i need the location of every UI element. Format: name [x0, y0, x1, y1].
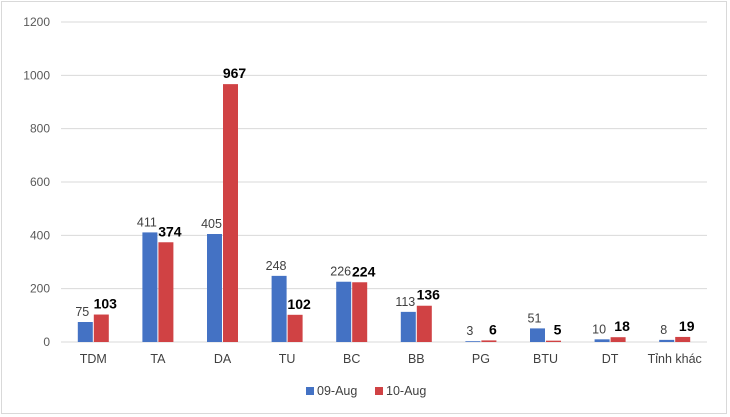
bar-09-Aug-Tỉnh khác: [659, 339, 675, 342]
x-category-label: Tỉnh khác: [648, 352, 702, 366]
legend-label: 09-Aug: [317, 384, 357, 398]
data-label: 5: [554, 322, 562, 338]
data-label: 18: [614, 318, 630, 334]
x-axis-categories: TDM TA DA TU BC BB PG BTU DT Tỉnh khác: [80, 352, 702, 366]
y-tick-label: 1200: [23, 15, 50, 29]
bar-09-Aug-BC: [336, 281, 352, 342]
data-label: 374: [158, 223, 182, 239]
data-label: 3: [466, 324, 473, 338]
bars: [77, 84, 691, 342]
bar-09-Aug-DT: [594, 339, 610, 342]
bar-09-Aug-TA: [142, 232, 158, 342]
bar-10-Aug-BC: [352, 282, 368, 342]
x-category-label: TA: [150, 352, 166, 366]
x-category-label: BTU: [533, 352, 558, 366]
data-label: 103: [94, 296, 118, 312]
x-category-label: BB: [408, 352, 425, 366]
gridlines: [61, 21, 707, 343]
data-label: 51: [528, 311, 542, 325]
bar-09-Aug-PG: [465, 341, 481, 342]
bar-10-Aug-DT: [610, 337, 626, 342]
y-tick-label: 600: [30, 175, 50, 189]
data-label: 19: [679, 318, 695, 334]
legend-swatch-09-Aug: [306, 387, 314, 395]
data-label: 224: [352, 263, 376, 279]
data-label: 411: [137, 215, 157, 229]
data-label: 6: [489, 321, 497, 337]
bar-09-Aug-TU: [271, 275, 287, 342]
bar-10-Aug-DA: [223, 84, 238, 342]
data-label: 113: [395, 295, 415, 309]
bar-09-Aug-BB: [400, 311, 416, 342]
x-category-label: PG: [472, 352, 490, 366]
data-label: 75: [75, 305, 89, 319]
y-tick-label: 0: [43, 335, 50, 349]
y-tick-label: 800: [30, 122, 50, 136]
x-category-label: BC: [343, 352, 360, 366]
data-label: 248: [266, 259, 287, 273]
bar-09-Aug-DA: [207, 234, 222, 342]
legend-swatch-10-Aug: [375, 387, 383, 395]
bar-10-Aug-TA: [158, 242, 174, 342]
bar-10-Aug-PG: [481, 340, 497, 342]
legend-label: 10-Aug: [386, 384, 426, 398]
data-label: 967: [223, 65, 247, 81]
bar-10-Aug-TU: [287, 314, 303, 342]
data-label: 102: [287, 296, 311, 312]
y-axis-ticks: 0 200 400 600 800 1000 1200: [23, 15, 50, 349]
legend: 09-Aug 10-Aug: [306, 384, 426, 398]
bar-09-Aug-TDM: [77, 322, 93, 342]
x-category-label: DA: [214, 352, 232, 366]
data-label: 8: [660, 323, 667, 337]
x-category-label: TU: [279, 352, 296, 366]
x-category-label: DT: [602, 352, 619, 366]
data-label: 10: [592, 322, 606, 336]
y-tick-label: 400: [30, 228, 50, 242]
x-category-label: TDM: [80, 352, 107, 366]
bar-10-Aug-BB: [416, 305, 432, 342]
data-label: 136: [417, 287, 441, 303]
data-label: 405: [201, 217, 222, 231]
bar-10-Aug-Tỉnh khác: [675, 336, 691, 342]
bar-10-Aug-TDM: [93, 314, 109, 342]
bar-09-Aug-BTU: [530, 328, 545, 342]
y-tick-label: 200: [30, 282, 50, 296]
y-tick-label: 1000: [23, 68, 50, 82]
bar-10-Aug-BTU: [546, 340, 561, 342]
data-label: 226: [330, 265, 351, 279]
